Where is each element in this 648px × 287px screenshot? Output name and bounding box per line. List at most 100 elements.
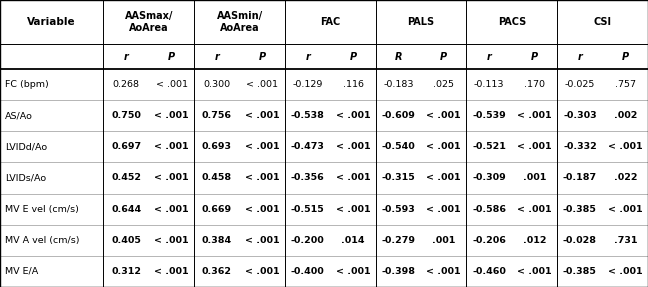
Text: 0.756: 0.756 (202, 111, 232, 120)
Text: .170: .170 (524, 80, 545, 89)
Text: < .001: < .001 (245, 142, 279, 151)
Text: 0.697: 0.697 (111, 142, 141, 151)
Text: < .001: < .001 (154, 173, 189, 183)
Text: .022: .022 (614, 173, 637, 183)
Text: -0.385: -0.385 (563, 205, 597, 214)
Text: < .001: < .001 (154, 267, 189, 276)
Text: 0.384: 0.384 (202, 236, 232, 245)
Text: 0.669: 0.669 (202, 205, 232, 214)
Text: < .001: < .001 (245, 205, 279, 214)
Text: < .001: < .001 (336, 142, 371, 151)
Text: MV E vel (cm/s): MV E vel (cm/s) (5, 205, 79, 214)
Text: PACS: PACS (498, 17, 526, 27)
Text: 0.452: 0.452 (111, 173, 141, 183)
Text: -0.303: -0.303 (563, 111, 597, 120)
Text: 0.312: 0.312 (111, 267, 141, 276)
Text: < .001: < .001 (426, 111, 461, 120)
Text: MV A vel (cm/s): MV A vel (cm/s) (5, 236, 80, 245)
Text: -0.539: -0.539 (472, 111, 506, 120)
Text: .001: .001 (523, 173, 546, 183)
Text: FC (bpm): FC (bpm) (5, 80, 49, 89)
Text: r: r (577, 52, 583, 62)
Text: -0.356: -0.356 (291, 173, 325, 183)
Text: -0.460: -0.460 (472, 267, 506, 276)
Text: < .001: < .001 (336, 111, 371, 120)
Text: < .001: < .001 (426, 142, 461, 151)
Text: MV E/A: MV E/A (5, 267, 38, 276)
Text: < .001: < .001 (154, 236, 189, 245)
Text: < .001: < .001 (517, 205, 552, 214)
Text: 0.268: 0.268 (113, 80, 139, 89)
Text: FAC: FAC (320, 17, 340, 27)
Text: < .001: < .001 (517, 111, 552, 120)
Text: -0.129: -0.129 (292, 80, 323, 89)
Text: < .001: < .001 (154, 205, 189, 214)
Text: -0.206: -0.206 (472, 236, 506, 245)
Text: .002: .002 (614, 111, 637, 120)
Text: -0.538: -0.538 (291, 111, 325, 120)
Text: < .001: < .001 (426, 205, 461, 214)
Text: -0.515: -0.515 (291, 205, 325, 214)
Text: -0.187: -0.187 (563, 173, 597, 183)
Text: P: P (349, 52, 356, 62)
Text: Variable: Variable (27, 17, 76, 27)
Text: -0.315: -0.315 (382, 173, 415, 183)
Text: 0.458: 0.458 (202, 173, 232, 183)
Text: < .001: < .001 (336, 173, 371, 183)
Text: AS/Ao: AS/Ao (5, 111, 33, 120)
Text: < .001: < .001 (608, 142, 643, 151)
Text: < .001: < .001 (245, 267, 279, 276)
Text: < .001: < .001 (245, 173, 279, 183)
Text: CSI: CSI (594, 17, 612, 27)
Text: < .001: < .001 (336, 267, 371, 276)
Text: -0.385: -0.385 (563, 267, 597, 276)
Text: P: P (168, 52, 175, 62)
Text: < .001: < .001 (608, 205, 643, 214)
Text: -0.609: -0.609 (382, 111, 415, 120)
Text: LVIDd/Ao: LVIDd/Ao (5, 142, 47, 151)
Text: .731: .731 (614, 236, 637, 245)
Text: .757: .757 (615, 80, 636, 89)
Text: -0.400: -0.400 (291, 267, 325, 276)
Text: -0.183: -0.183 (383, 80, 413, 89)
Text: -0.279: -0.279 (382, 236, 415, 245)
Text: P: P (440, 52, 447, 62)
Text: r: r (305, 52, 310, 62)
Text: 0.693: 0.693 (202, 142, 232, 151)
Text: -0.586: -0.586 (472, 205, 506, 214)
Text: -0.332: -0.332 (563, 142, 597, 151)
Text: < .001: < .001 (517, 267, 552, 276)
Text: 0.300: 0.300 (203, 80, 231, 89)
Text: < .001: < .001 (336, 205, 371, 214)
Text: < .001: < .001 (426, 173, 461, 183)
Text: .001: .001 (432, 236, 456, 245)
Text: 0.405: 0.405 (111, 236, 141, 245)
Text: -0.540: -0.540 (382, 142, 415, 151)
Text: P: P (259, 52, 266, 62)
Text: -0.309: -0.309 (472, 173, 506, 183)
Text: < .001: < .001 (517, 142, 552, 151)
Text: -0.025: -0.025 (565, 80, 595, 89)
Text: r: r (214, 52, 219, 62)
Text: r: r (124, 52, 128, 62)
Text: < .001: < .001 (154, 142, 189, 151)
Text: -0.113: -0.113 (474, 80, 504, 89)
Text: < .001: < .001 (608, 267, 643, 276)
Text: -0.028: -0.028 (563, 236, 597, 245)
Text: -0.593: -0.593 (382, 205, 415, 214)
Text: .116: .116 (343, 80, 364, 89)
Text: 0.750: 0.750 (111, 111, 141, 120)
Text: AASmax/
AoArea: AASmax/ AoArea (124, 11, 173, 33)
Text: -0.521: -0.521 (472, 142, 506, 151)
Text: .025: .025 (434, 80, 454, 89)
Text: PALS: PALS (408, 17, 435, 27)
Text: 0.644: 0.644 (111, 205, 141, 214)
Text: .014: .014 (341, 236, 365, 245)
Text: P: P (621, 52, 629, 62)
Text: -0.200: -0.200 (291, 236, 325, 245)
Text: AASmin/
AoArea: AASmin/ AoArea (216, 11, 262, 33)
Text: -0.398: -0.398 (382, 267, 415, 276)
Text: < .001: < .001 (426, 267, 461, 276)
Text: LVIDs/Ao: LVIDs/Ao (5, 173, 46, 183)
Text: R: R (395, 52, 402, 62)
